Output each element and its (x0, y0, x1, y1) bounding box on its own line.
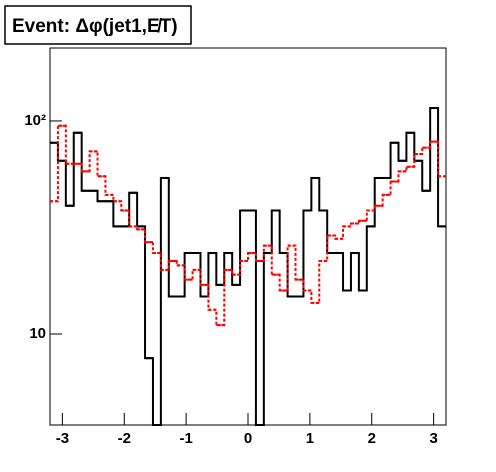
x-tick-label: 1 (306, 430, 314, 447)
title-box (4, 5, 192, 45)
plot-frame (49, 47, 447, 426)
x-tick-label: -3 (56, 430, 69, 447)
y-tick-label: 10² (24, 112, 46, 129)
chart-title: Event: Δφ(jet1,E̸T) (12, 16, 178, 37)
x-tick-label: 3 (429, 430, 437, 447)
y-tick-label: 10 (29, 325, 46, 342)
x-tick-label: -2 (118, 430, 131, 447)
x-tick-label: -1 (179, 430, 192, 447)
x-tick-label: 0 (244, 430, 252, 447)
x-tick-label: 2 (368, 430, 376, 447)
